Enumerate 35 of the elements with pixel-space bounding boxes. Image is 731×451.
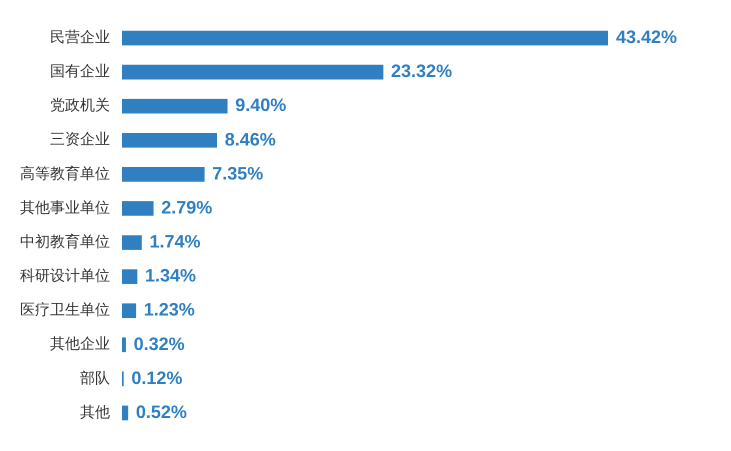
bar: [122, 201, 154, 216]
y-tick-label: 科研设计单位: [20, 266, 110, 285]
data-label: 0.32%: [134, 334, 185, 354]
bar: [122, 406, 128, 420]
bar: [122, 167, 205, 182]
bar: [122, 64, 384, 80]
bar: [122, 303, 136, 318]
data-label: 23.32%: [391, 61, 452, 82]
bar: [122, 132, 218, 148]
data-label: 8.46%: [224, 129, 276, 150]
y-tick-label: 部队: [80, 368, 110, 387]
bar: [122, 30, 608, 46]
data-label: 9.40%: [235, 95, 286, 116]
data-label: 1.34%: [145, 266, 196, 286]
y-tick-label: 高等教育单位: [20, 164, 110, 182]
y-tick-label: 中初教育单位: [20, 232, 110, 250]
bar: [122, 269, 138, 284]
bar: [122, 98, 228, 114]
data-label: 1.74%: [149, 232, 201, 252]
data-label: 1.23%: [144, 300, 195, 320]
data-label: 43.42%: [616, 27, 678, 48]
y-tick-label: 医疗卫生单位: [20, 300, 110, 319]
data-label: 0.12%: [131, 368, 182, 388]
bar: [122, 235, 142, 250]
y-tick-label: 国有企业: [50, 62, 110, 80]
data-label: 2.79%: [161, 197, 212, 218]
y-tick-label: 其他企业: [50, 334, 110, 353]
y-tick-label: 三资企业: [50, 130, 110, 148]
y-tick-label: 其他事业单位: [20, 198, 110, 216]
bar: [122, 337, 126, 352]
y-tick-label: 民营企业: [50, 28, 110, 46]
y-tick-label: 党政机关: [50, 96, 110, 114]
data-label: 7.35%: [212, 163, 264, 184]
y-tick-label: 其他: [80, 402, 110, 421]
data-label: 0.52%: [136, 402, 187, 422]
